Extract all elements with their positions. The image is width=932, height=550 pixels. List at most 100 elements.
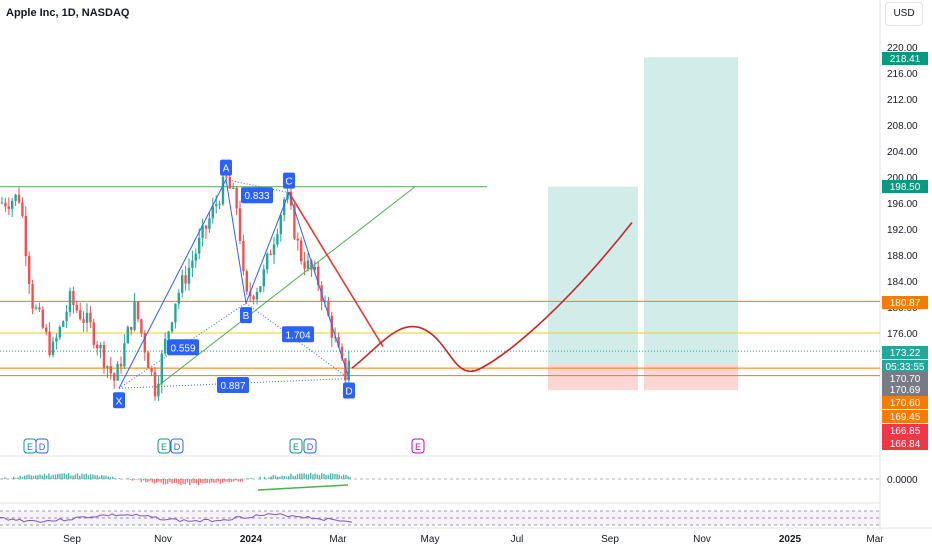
macd-histogram-bar xyxy=(250,478,252,479)
macd-histogram-bar xyxy=(290,473,292,479)
macd-histogram-bar xyxy=(68,473,70,479)
macd-histogram-bar xyxy=(83,474,85,479)
macd-histogram-bar xyxy=(87,475,90,479)
macd-histogram-bar xyxy=(52,474,54,479)
macd-histogram-bar xyxy=(171,479,173,484)
event-marker-label: D xyxy=(174,442,181,452)
price-badge xyxy=(882,346,928,359)
macd-histogram-bar xyxy=(222,479,224,483)
macd-histogram-bar xyxy=(15,478,17,479)
candle-body xyxy=(143,333,146,353)
profit-zone xyxy=(644,57,738,365)
macd-histogram-bar xyxy=(228,479,230,483)
macd-histogram-bar xyxy=(184,479,186,485)
candle-body xyxy=(133,301,136,330)
price-tick-label: 188.00 xyxy=(887,251,918,262)
price-badge-label: 198.50 xyxy=(890,182,921,193)
macd-histogram-bar xyxy=(246,478,248,479)
price-tick-label: 212.00 xyxy=(887,95,918,106)
macd-histogram-bar xyxy=(54,474,57,479)
price-tick-label: 184.00 xyxy=(887,277,918,288)
time-axis-label: Sep xyxy=(601,534,619,545)
ratio-badge xyxy=(241,187,273,204)
macd-histogram-bar xyxy=(59,473,61,479)
price-badge-label: 166.84 xyxy=(890,439,921,450)
macd-histogram-bar xyxy=(167,479,169,484)
candle-body xyxy=(255,291,259,300)
candle-body xyxy=(99,344,102,349)
candle-body xyxy=(184,275,187,284)
macd-histogram-bar xyxy=(294,475,296,479)
candle-body xyxy=(177,292,180,304)
candle-body xyxy=(174,303,177,323)
macd-histogram-bar xyxy=(17,477,19,479)
macd-histogram-bar xyxy=(296,474,299,479)
candle-body xyxy=(201,225,204,238)
macd-histogram-bar xyxy=(129,479,131,480)
macd-histogram-bar xyxy=(285,476,288,479)
macd-histogram-bar xyxy=(193,479,195,484)
price-badge-label: 173.22 xyxy=(890,348,921,359)
event-marker xyxy=(157,438,171,454)
macd-histogram-bar xyxy=(46,475,48,479)
candle-body xyxy=(167,331,170,339)
time-axis-label: 2024 xyxy=(240,534,263,545)
macd-histogram-bar xyxy=(145,479,147,483)
macd-histogram-bar xyxy=(26,474,28,479)
macd-histogram-bar xyxy=(160,479,162,483)
candle-body xyxy=(228,176,231,189)
macd-histogram-bar xyxy=(169,479,171,483)
macd-histogram-bar xyxy=(349,477,351,479)
macd-histogram-bar xyxy=(57,473,59,479)
candle-body xyxy=(82,319,85,323)
candle-body xyxy=(252,296,255,300)
pattern-point-badge xyxy=(343,382,355,399)
macd-histogram-bar xyxy=(270,476,272,479)
event-marker xyxy=(170,438,184,454)
profit-zone xyxy=(548,186,638,365)
candle-body xyxy=(24,216,27,257)
candle-body xyxy=(340,346,344,359)
price-badge-label: 170.70 xyxy=(890,374,921,385)
candle-body xyxy=(225,176,228,178)
candle-body xyxy=(116,363,119,381)
macd-histogram-bar xyxy=(142,479,145,481)
trend-line xyxy=(154,186,416,389)
candle-body xyxy=(266,253,269,270)
ratio-label: 0.833 xyxy=(244,191,269,202)
macd-histogram-bar xyxy=(323,474,325,479)
candle-body xyxy=(276,234,279,245)
candle-body xyxy=(191,260,194,268)
macd-histogram-bar xyxy=(13,476,15,479)
candle-body xyxy=(7,206,10,209)
macd-histogram-bar xyxy=(35,475,37,479)
candle-body xyxy=(279,214,282,235)
macd-histogram-bar xyxy=(219,479,222,484)
ratio-badge xyxy=(282,326,314,343)
price-tick-label: 216.00 xyxy=(887,69,918,80)
macd-histogram-bar xyxy=(226,479,228,482)
pattern-point-label: A xyxy=(223,164,230,175)
candle-body xyxy=(238,208,242,242)
candle-body xyxy=(249,291,252,297)
macd-histogram-bar xyxy=(72,475,74,479)
price-badge xyxy=(882,360,928,373)
macd-histogram-bar xyxy=(292,475,294,479)
candle-body xyxy=(140,319,143,334)
candle-body xyxy=(303,261,306,269)
macd-histogram-bar xyxy=(24,475,26,479)
macd-histogram-bar xyxy=(305,474,307,479)
macd-histogram-bar xyxy=(288,476,290,479)
candle-body xyxy=(96,344,99,349)
currency-button[interactable]: USD xyxy=(885,2,923,26)
candle-body xyxy=(215,204,218,207)
candle-body xyxy=(136,301,140,320)
candle-body xyxy=(123,343,126,367)
candle-body xyxy=(300,240,303,262)
macd-histogram-bar xyxy=(230,479,233,483)
macd-histogram-bar xyxy=(186,479,189,483)
candle-body xyxy=(218,204,221,206)
event-marker-label: E xyxy=(415,442,421,452)
macd-histogram-bar xyxy=(347,476,349,479)
